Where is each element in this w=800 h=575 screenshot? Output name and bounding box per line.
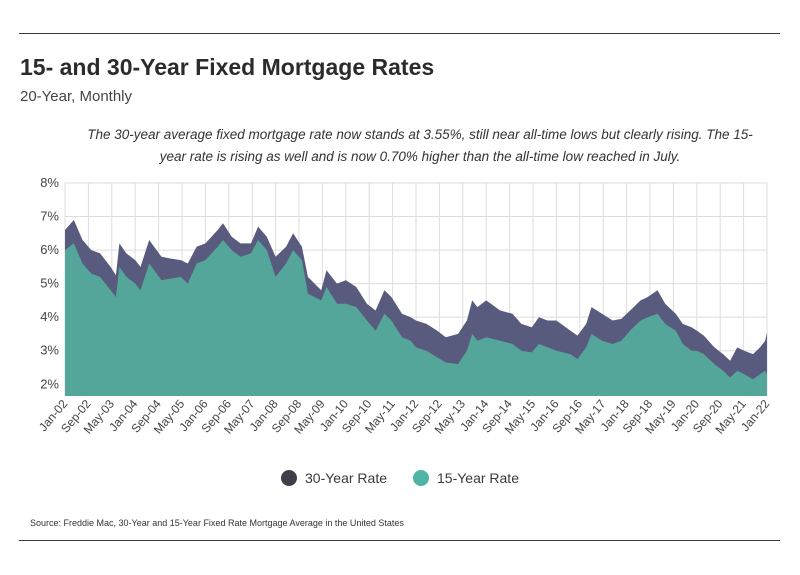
area-15-year-rate [65,240,767,396]
legend-swatch-30-year [281,470,298,486]
chart-annotation: The 30-year average fixed mortgage rate … [87,127,753,164]
legend-swatch-15-year [413,470,429,486]
legend-item-15-year: 15-Year Rate [413,470,519,486]
y-tick-label: 7% [40,209,59,224]
legend-label-15-year: 15-Year Rate [437,470,519,486]
chart-subtitle: 20-Year, Monthly [20,88,133,105]
legend-label-30-year: 30-Year Rate [305,470,387,486]
top-rule [19,33,780,34]
y-tick-label: 6% [40,242,59,257]
legend-item-30-year: 30-Year Rate [281,470,387,486]
bottom-rule [19,540,780,541]
chart-legend: 30-Year Rate 15-Year Rate [0,470,800,486]
y-tick-label: 4% [40,309,59,324]
chart-title: 15- and 30-Year Fixed Mortgage Rates [20,54,435,80]
y-tick-label: 5% [40,276,59,291]
y-tick-label: 2% [40,376,59,391]
y-tick-label: 8% [40,175,59,190]
source-note: Source: Freddie Mac, 30-Year and 15-Year… [30,518,404,528]
y-tick-label: 3% [40,343,59,358]
